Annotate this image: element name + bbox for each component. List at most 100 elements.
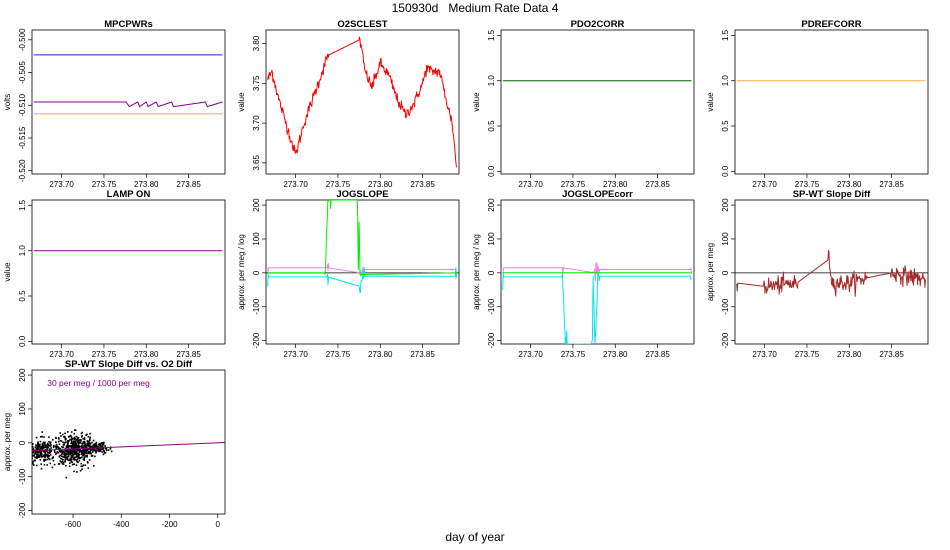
scatter-point — [62, 441, 64, 444]
scatter-point — [84, 444, 86, 447]
panel-pdo2corr: PDO2CORR 273.70 273.75 273.80 273.85 0.0 0.5 1.… — [472, 19, 695, 189]
plot-frame-mpcpwrs — [31, 29, 226, 175]
scatter-point — [63, 452, 66, 454]
scatter-point — [55, 443, 58, 446]
plot-area-spwt_vs_o2 — [23, 429, 225, 479]
x-tick-label: 273.75 — [561, 180, 586, 189]
scatter-point — [28, 450, 30, 452]
scatter-point — [76, 453, 79, 455]
y-tick-label: 200 — [252, 198, 261, 212]
y-tick-label: 0.0 — [721, 165, 730, 177]
scatter-point — [66, 455, 69, 458]
scatter-point — [36, 451, 39, 453]
scatter-point — [62, 452, 64, 454]
scatter-point — [40, 453, 43, 456]
scatter-point — [96, 448, 98, 450]
scatter-point — [64, 432, 66, 435]
scatter-point — [86, 442, 89, 445]
scatter-point — [98, 445, 101, 447]
scatter-point — [66, 444, 69, 447]
scatter-point — [87, 448, 90, 450]
scatter-point — [82, 464, 85, 466]
scatter-point — [61, 451, 63, 453]
scatter-point — [71, 454, 74, 457]
scatter-point — [110, 450, 113, 453]
y-axis-label-o2sclest: value — [237, 92, 246, 112]
scatter-point — [66, 440, 69, 442]
panel-jogslopecorr: JOGSLOPEcorr 273.70 273.75 273.80 273.85 -200… — [472, 189, 695, 359]
scatter-point — [81, 449, 84, 452]
scatter-point — [81, 435, 83, 437]
x-tick-label: 273.85 — [645, 180, 670, 189]
scatter-point — [37, 442, 39, 445]
scatter-point — [38, 444, 40, 447]
scatter-point — [42, 455, 44, 458]
scatter-point — [70, 434, 72, 437]
scatter-point — [44, 444, 47, 447]
scatter-point — [77, 455, 79, 458]
scatter-point — [74, 437, 77, 440]
scatter-point — [65, 476, 68, 479]
y-tick-label: -200 — [721, 332, 730, 349]
scatter-point — [75, 440, 77, 442]
scatter-point — [72, 457, 75, 459]
scatter-point — [87, 467, 90, 469]
scatter-point — [81, 431, 83, 434]
scatter-point — [37, 441, 39, 443]
x-tick-label: 273.85 — [645, 350, 670, 359]
scatter-point — [70, 436, 73, 438]
scatter-point — [86, 440, 89, 442]
y-tick-label: 0 — [487, 270, 496, 275]
scatter-point — [87, 450, 90, 453]
scatter-point — [89, 436, 92, 439]
scatter-point — [77, 457, 80, 459]
x-tick-label: 273.85 — [176, 180, 201, 189]
scatter-point — [83, 453, 86, 456]
x-tick-label: 273.85 — [410, 350, 435, 359]
scatter-point — [81, 442, 83, 445]
scatter-point — [63, 456, 66, 459]
y-tick-label: -200 — [18, 502, 27, 519]
scatter-point — [70, 439, 73, 442]
scatter-point — [73, 458, 76, 460]
scatter-point — [89, 445, 91, 448]
scatter-point — [27, 447, 29, 449]
scatter-point — [57, 446, 60, 449]
scatter-point — [70, 456, 73, 459]
y-tick-label: 0 — [721, 270, 730, 275]
scatter-point — [50, 447, 52, 449]
scatter-point — [75, 442, 78, 444]
scatter-point — [34, 459, 37, 462]
scatter-point — [36, 453, 38, 456]
scatter-point — [23, 458, 25, 460]
scatter-point — [36, 454, 39, 457]
scatter-point — [70, 460, 72, 463]
scatter-point — [57, 440, 60, 443]
scatter-point — [71, 447, 74, 449]
scatter-point — [81, 468, 83, 470]
scatter-point — [47, 457, 50, 460]
scatter-point — [72, 456, 74, 458]
x-tick-label: 273.70 — [283, 180, 308, 189]
scatter-point — [52, 456, 54, 459]
scatter-point — [85, 455, 87, 457]
x-tick-label: 273.85 — [879, 350, 904, 359]
scatter-point — [57, 447, 60, 450]
scatter-point — [74, 446, 77, 448]
panel-title-o2sclest: O2SCLEST — [337, 19, 387, 30]
scatter-point — [94, 450, 97, 453]
y-axis-label-jogslopecorr: approx. per meg / log — [472, 234, 481, 310]
scatter-point — [81, 453, 83, 456]
scatter-point — [80, 440, 82, 442]
scatter-point — [75, 435, 78, 438]
scatter-point — [77, 439, 79, 441]
y-tick-label: 1.5 — [487, 29, 496, 41]
plot-frame-spwt — [734, 199, 929, 345]
scatter-point — [50, 450, 52, 452]
scatter-point — [28, 457, 30, 459]
y-tick-label: 0 — [18, 440, 27, 445]
scatter-point — [61, 463, 64, 465]
scatter-point — [48, 449, 51, 452]
scatter-point — [46, 447, 49, 450]
scatter-point — [76, 449, 79, 451]
